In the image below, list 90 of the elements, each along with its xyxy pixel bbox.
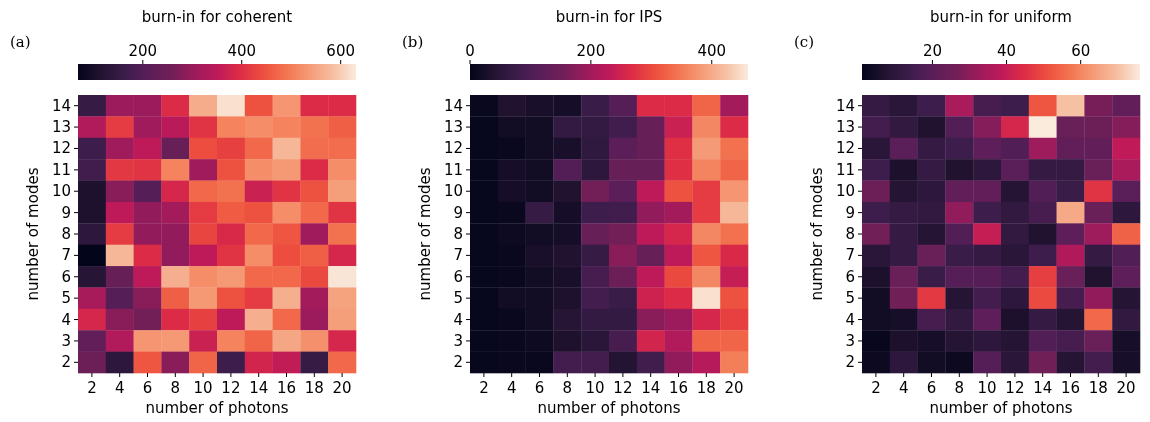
x-axis-title: number of photons <box>929 399 1073 417</box>
x-tick-label: 4 <box>114 379 125 397</box>
x-tick-label: 14 <box>641 379 661 397</box>
y-tick-label: 4 <box>453 310 463 329</box>
x-tick-label: 10 <box>585 379 605 397</box>
y-tick-label: 4 <box>845 310 855 329</box>
y-tick-label: 10 <box>443 182 463 201</box>
color-bar-title: burn-in for coherent <box>141 8 293 26</box>
y-tick-label: 11 <box>835 160 855 179</box>
x-tick-label: 4 <box>898 379 909 397</box>
x-axis-title: number of photons <box>145 399 289 417</box>
y-tick-label: 14 <box>51 96 71 115</box>
y-tick-label: 5 <box>453 289 463 308</box>
y-tick-label: 11 <box>51 160 71 179</box>
x-tick-label: 16 <box>1060 379 1081 397</box>
x-tick-label: 6 <box>142 379 153 397</box>
x-tick-label: 8 <box>170 379 181 397</box>
x-axis-title: number of photons <box>537 399 681 417</box>
color-bar-label: 20 <box>922 42 942 60</box>
y-tick-label: 4 <box>61 310 71 329</box>
x-tick-label: 16 <box>276 379 297 397</box>
y-tick-label: 10 <box>835 182 855 201</box>
y-axis-title: number of modes <box>416 167 434 301</box>
color-bar-label: 600 <box>326 42 355 60</box>
color-bar-title: burn-in for IPS <box>555 8 663 26</box>
x-tick-label: 2 <box>479 379 489 397</box>
x-tick-label: 2 <box>87 379 97 397</box>
y-tick-label: 10 <box>51 182 71 201</box>
y-tick-label: 8 <box>61 225 71 243</box>
x-tick-label: 14 <box>249 379 269 397</box>
color-bar-title: burn-in for uniform <box>930 8 1072 26</box>
x-tick-label: 20 <box>332 379 352 397</box>
x-tick-label: 18 <box>696 379 716 397</box>
y-tick-label: 7 <box>61 246 71 265</box>
y-tick-label: 13 <box>835 118 855 137</box>
x-tick-label: 8 <box>954 379 965 397</box>
x-tick-label: 12 <box>1005 379 1025 397</box>
y-axis-title: number of modes <box>24 167 42 301</box>
y-tick-label: 14 <box>835 96 855 115</box>
color-bar-label: 40 <box>997 42 1017 60</box>
color-bar-label: 60 <box>1071 42 1091 60</box>
y-tick-label: 11 <box>443 160 463 179</box>
y-tick-label: 12 <box>443 139 463 158</box>
color-bar-label: 200 <box>128 42 158 60</box>
x-tick-label: 12 <box>613 379 633 397</box>
chart-title: (a) <box>10 33 31 51</box>
x-tick-label: 20 <box>724 379 744 397</box>
y-tick-label: 9 <box>453 203 463 222</box>
chart-title: (b) <box>402 33 424 51</box>
y-tick-label: 5 <box>61 289 71 308</box>
y-tick-label: 3 <box>61 331 71 350</box>
x-tick-label: 10 <box>977 379 997 397</box>
x-tick-label: 12 <box>221 379 241 397</box>
y-tick-label: 2 <box>845 353 855 372</box>
y-tick-label: 7 <box>845 246 855 265</box>
x-tick-label: 16 <box>668 379 689 397</box>
x-tick-label: 6 <box>534 379 545 397</box>
x-tick-label: 2 <box>871 379 881 397</box>
y-tick-label: 5 <box>845 289 855 308</box>
y-tick-label: 3 <box>453 331 463 350</box>
y-tick-label: 3 <box>845 331 855 350</box>
x-tick-label: 6 <box>926 379 937 397</box>
y-axis-title: number of modes <box>808 167 826 301</box>
x-tick-label: 4 <box>506 379 517 397</box>
y-tick-label: 12 <box>835 139 855 158</box>
color-bar-label: 400 <box>697 42 727 60</box>
y-tick-label: 8 <box>453 225 463 243</box>
y-tick-label: 2 <box>453 353 463 372</box>
y-tick-label: 2 <box>61 353 71 372</box>
x-tick-label: 14 <box>1033 379 1053 397</box>
y-tick-label: 13 <box>51 118 71 137</box>
x-tick-label: 18 <box>304 379 324 397</box>
color-bar-label: 0 <box>465 42 475 60</box>
x-tick-label: 8 <box>562 379 573 397</box>
y-tick-label: 13 <box>443 118 463 137</box>
y-tick-label: 7 <box>453 246 463 265</box>
y-tick-label: 6 <box>845 267 855 286</box>
color-bar-label: 200 <box>576 42 606 60</box>
color-bar-label: 400 <box>227 42 257 60</box>
y-tick-label: 14 <box>443 96 463 115</box>
chart-title: (c) <box>794 33 815 51</box>
y-tick-label: 12 <box>51 139 71 158</box>
y-tick-label: 9 <box>845 203 855 222</box>
y-tick-label: 6 <box>453 267 463 286</box>
y-tick-label: 8 <box>845 225 855 243</box>
x-tick-label: 20 <box>1116 379 1136 397</box>
x-tick-label: 18 <box>1088 379 1108 397</box>
y-tick-label: 9 <box>61 203 71 222</box>
x-tick-label: 10 <box>193 379 213 397</box>
y-tick-label: 6 <box>61 267 71 286</box>
